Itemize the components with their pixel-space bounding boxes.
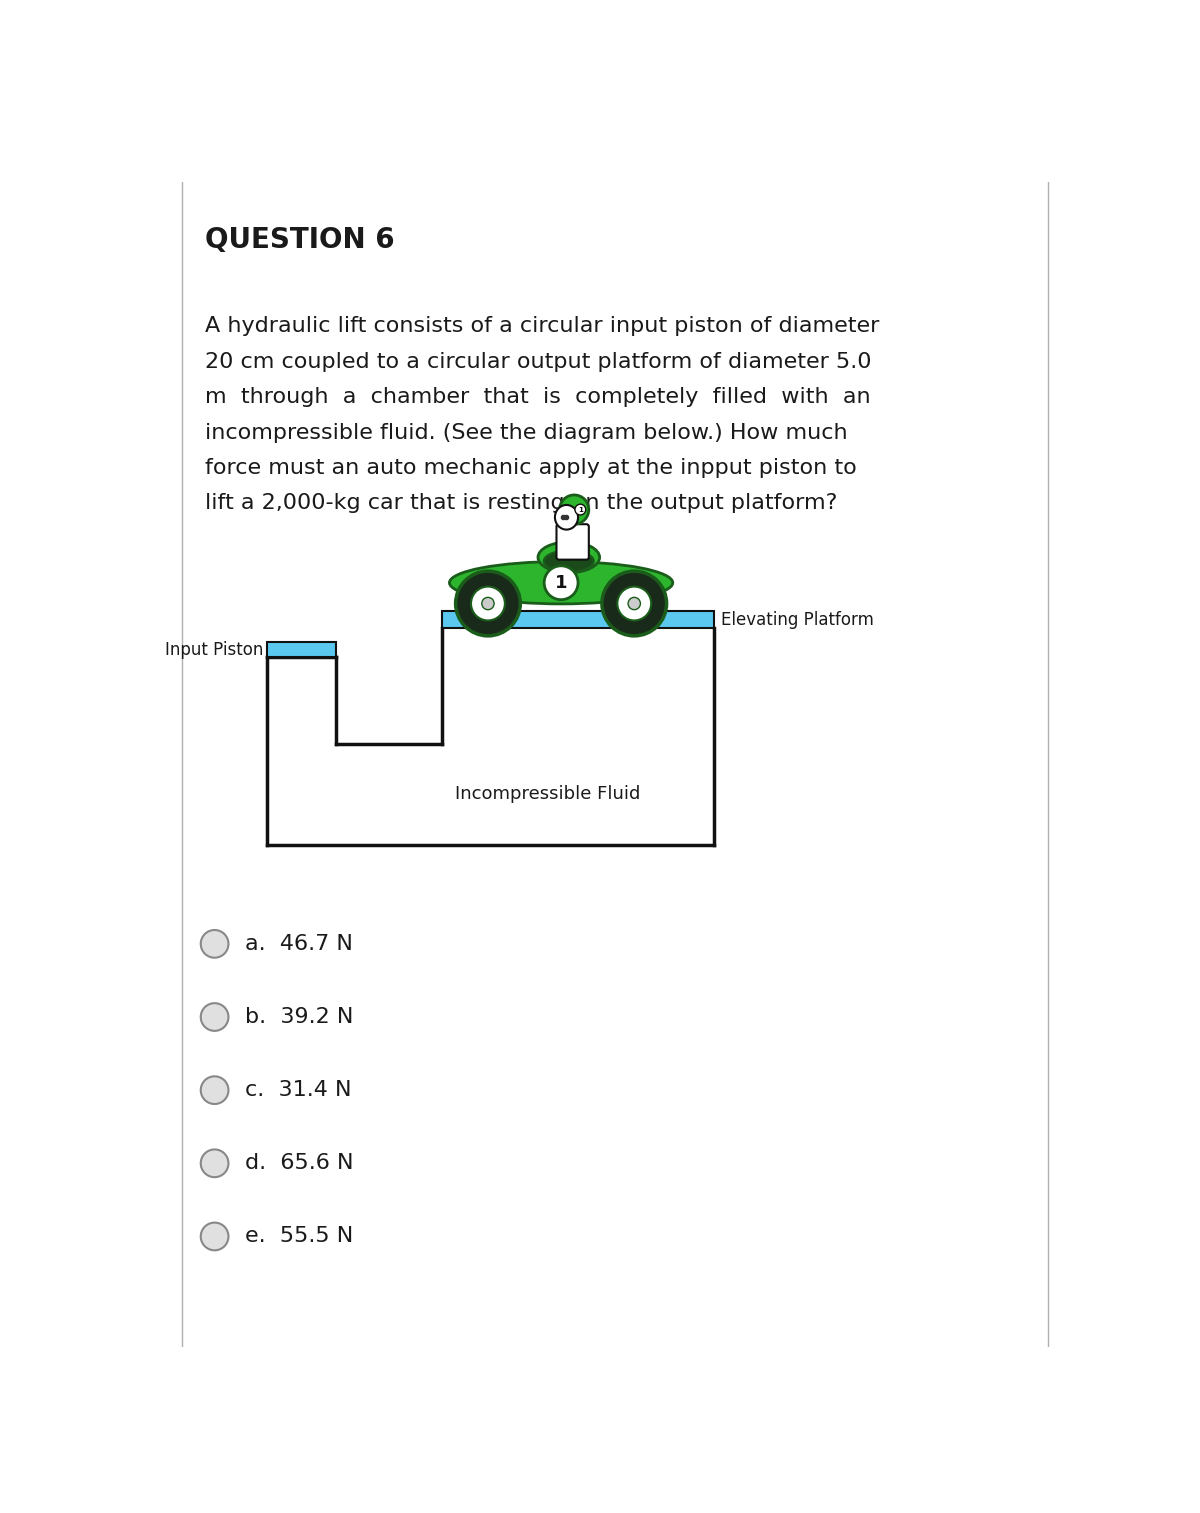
Text: QUESTION 6: QUESTION 6 bbox=[205, 227, 395, 254]
Text: Input Piston: Input Piston bbox=[164, 640, 263, 658]
Text: Elevating Platform: Elevating Platform bbox=[721, 611, 874, 629]
Ellipse shape bbox=[544, 551, 594, 572]
Text: c.  31.4 N: c. 31.4 N bbox=[246, 1080, 352, 1100]
Circle shape bbox=[200, 1003, 228, 1030]
Circle shape bbox=[200, 1223, 228, 1250]
Text: force must an auto mechanic apply at the inpput piston to: force must an auto mechanic apply at the… bbox=[205, 458, 857, 478]
Ellipse shape bbox=[450, 561, 673, 604]
Circle shape bbox=[628, 598, 641, 610]
Text: A hydraulic lift consists of a circular input piston of diameter: A hydraulic lift consists of a circular … bbox=[205, 316, 880, 336]
Ellipse shape bbox=[559, 495, 589, 523]
Circle shape bbox=[200, 1076, 228, 1104]
Text: a.  46.7 N: a. 46.7 N bbox=[246, 934, 353, 953]
Bar bbox=[442, 611, 714, 628]
Text: d.  65.6 N: d. 65.6 N bbox=[246, 1153, 354, 1173]
Text: lift a 2,000-kg car that is resting on the output platform?: lift a 2,000-kg car that is resting on t… bbox=[205, 493, 838, 513]
Ellipse shape bbox=[554, 505, 578, 530]
Circle shape bbox=[617, 587, 652, 620]
Text: e.  55.5 N: e. 55.5 N bbox=[246, 1227, 354, 1247]
Circle shape bbox=[200, 930, 228, 958]
Text: 20 cm coupled to a circular output platform of diameter 5.0: 20 cm coupled to a circular output platf… bbox=[205, 351, 872, 372]
Polygon shape bbox=[266, 628, 714, 846]
Ellipse shape bbox=[538, 542, 600, 573]
Circle shape bbox=[575, 504, 586, 514]
Circle shape bbox=[200, 1150, 228, 1177]
Text: m  through  a  chamber  that  is  completely  filled  with  an: m through a chamber that is completely f… bbox=[205, 387, 871, 407]
Circle shape bbox=[456, 572, 521, 635]
Text: 1: 1 bbox=[578, 507, 583, 513]
Bar bbox=[266, 642, 336, 658]
Circle shape bbox=[481, 598, 494, 610]
Circle shape bbox=[472, 587, 505, 620]
Circle shape bbox=[602, 572, 666, 635]
Text: incompressible fluid. (See the diagram below.) How much: incompressible fluid. (See the diagram b… bbox=[205, 422, 848, 443]
Text: 1: 1 bbox=[554, 573, 568, 592]
Text: b.  39.2 N: b. 39.2 N bbox=[246, 1008, 354, 1027]
Text: Incompressible Fluid: Incompressible Fluid bbox=[455, 785, 641, 803]
Circle shape bbox=[544, 566, 578, 599]
FancyBboxPatch shape bbox=[557, 523, 589, 560]
